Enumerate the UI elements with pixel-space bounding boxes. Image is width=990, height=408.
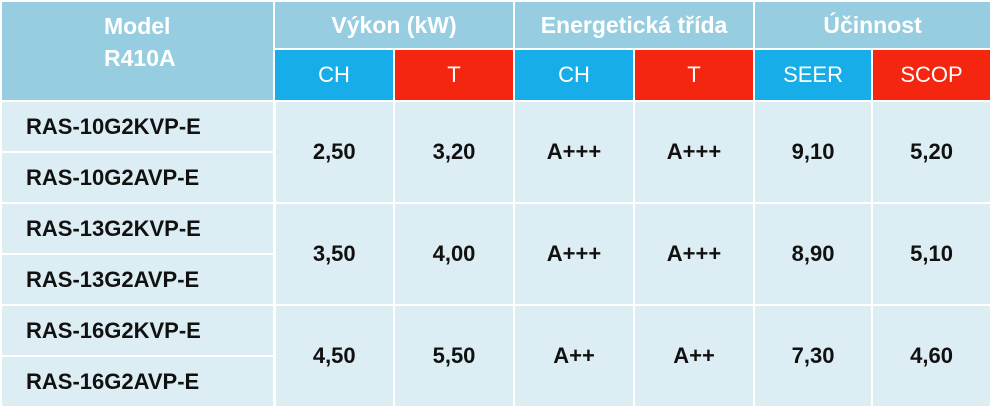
table-row: RAS-13G2KVP-E 3,50 4,00 A+++ A+++ 8,90 5… <box>0 202 990 306</box>
seer-value: 7,30 <box>753 304 874 408</box>
group-header-power: Výkon (kW) <box>272 0 516 50</box>
heating-class-value: A+++ <box>633 100 756 204</box>
table-row: RAS-10G2KVP-E 2,50 3,20 A+++ A+++ 9,10 5… <box>0 100 990 204</box>
model-name: RAS-10G2KVP-E <box>0 100 276 153</box>
model-header: Model R410A <box>0 0 275 102</box>
subheader-cooling-power: CH <box>273 48 395 102</box>
heating-power-value: 3,20 <box>392 100 516 204</box>
scop-value: 5,10 <box>871 202 990 306</box>
heating-class-value: A+++ <box>633 202 756 306</box>
cooling-power-value: 2,50 <box>273 100 395 204</box>
seer-value: 9,10 <box>753 100 874 204</box>
table-row: RAS-13G2AVP-E <box>0 253 990 306</box>
subheader-scop: SCOP <box>871 48 990 102</box>
subheader-seer: SEER <box>753 48 874 102</box>
table-row: RAS-16G2AVP-E <box>0 355 990 408</box>
model-name: RAS-16G2KVP-E <box>0 304 276 357</box>
model-name: RAS-13G2AVP-E <box>0 253 276 306</box>
refrigerant-label: R410A <box>104 45 176 71</box>
heating-power-value: 4,00 <box>392 202 516 306</box>
heating-power-value: 5,50 <box>392 304 516 408</box>
cooling-power-value: 3,50 <box>273 202 395 306</box>
heating-class-value: A++ <box>633 304 756 408</box>
model-name: RAS-13G2KVP-E <box>0 202 276 255</box>
subheader-cooling-class: CH <box>513 48 636 102</box>
seer-value: 8,90 <box>753 202 874 306</box>
group-header-energy-class: Energetická třída <box>513 0 756 50</box>
subheader-row: CH T CH T SEER SCOP <box>1 48 990 102</box>
scop-value: 5,20 <box>871 100 990 204</box>
model-name: RAS-16G2AVP-E <box>0 355 276 408</box>
model-header-label: Model <box>104 13 171 39</box>
group-header-efficiency: Účinnost <box>753 0 990 50</box>
subheader-heating-power: T <box>392 48 516 102</box>
subheader-heating-class: T <box>633 48 756 102</box>
cooling-class-value: A+++ <box>513 100 636 204</box>
header-row: Model R410A Výkon (kW) Energetická třída… <box>0 0 990 102</box>
scop-value: 4,60 <box>871 304 990 408</box>
table-row: RAS-16G2KVP-E 4,50 5,50 A++ A++ 7,30 4,6… <box>0 304 990 408</box>
table-row: RAS-10G2AVP-E <box>0 151 990 204</box>
model-name: RAS-10G2AVP-E <box>0 151 276 204</box>
cooling-class-value: A+++ <box>513 202 636 306</box>
cooling-class-value: A++ <box>513 304 636 408</box>
cooling-power-value: 4,50 <box>273 304 395 408</box>
